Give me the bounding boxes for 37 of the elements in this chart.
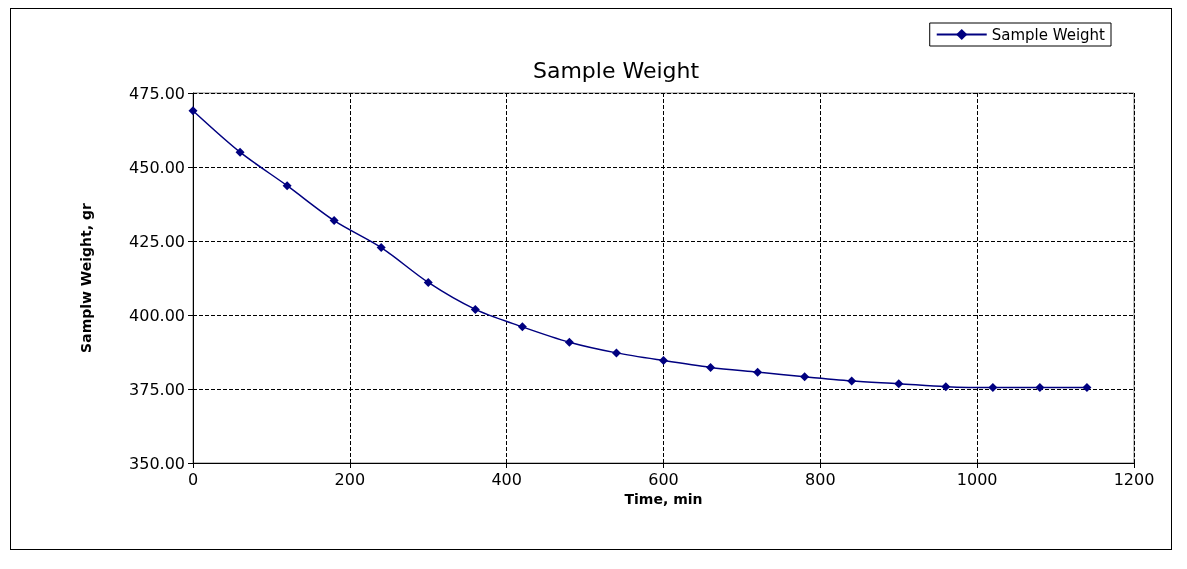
point xyxy=(706,362,716,372)
x-tick-label: 0 xyxy=(187,469,199,489)
y-tick-label: 450.00 xyxy=(129,157,185,177)
y-tick-label: 425.00 xyxy=(129,231,185,251)
x-tick-label: 600 xyxy=(648,469,679,489)
point xyxy=(423,277,433,287)
point xyxy=(941,382,951,392)
x-tick-label: 1200 xyxy=(1113,469,1155,489)
point xyxy=(282,181,292,191)
point xyxy=(800,372,810,382)
point xyxy=(470,304,480,314)
point xyxy=(988,383,998,393)
point xyxy=(611,348,621,358)
point xyxy=(659,356,668,366)
point xyxy=(1035,383,1045,393)
x-tick-label: 200 xyxy=(334,469,366,489)
point xyxy=(564,337,574,347)
point xyxy=(847,376,857,386)
y-tick-label: 400.00 xyxy=(129,305,185,325)
y-tick-label: 350.00 xyxy=(129,453,185,473)
point xyxy=(1082,383,1092,393)
y-tick-label: 475.00 xyxy=(129,83,185,103)
point xyxy=(376,243,386,253)
point xyxy=(753,367,763,377)
point xyxy=(188,106,198,116)
x-tick-label: 1000 xyxy=(956,469,998,489)
point xyxy=(329,216,339,226)
chart-title: Sample Weight xyxy=(532,57,700,83)
point xyxy=(235,147,245,157)
x-tick-label: 400 xyxy=(491,469,522,489)
point xyxy=(517,322,527,332)
y-tick-label: 375.00 xyxy=(129,379,185,399)
point xyxy=(894,379,904,389)
legend-label: Sample Weight xyxy=(991,25,1106,44)
x-tick-label: 800 xyxy=(805,469,836,489)
x-axis-title: Time, min xyxy=(624,490,703,507)
y-axis-title: Samplw Weight, gr xyxy=(78,203,94,353)
